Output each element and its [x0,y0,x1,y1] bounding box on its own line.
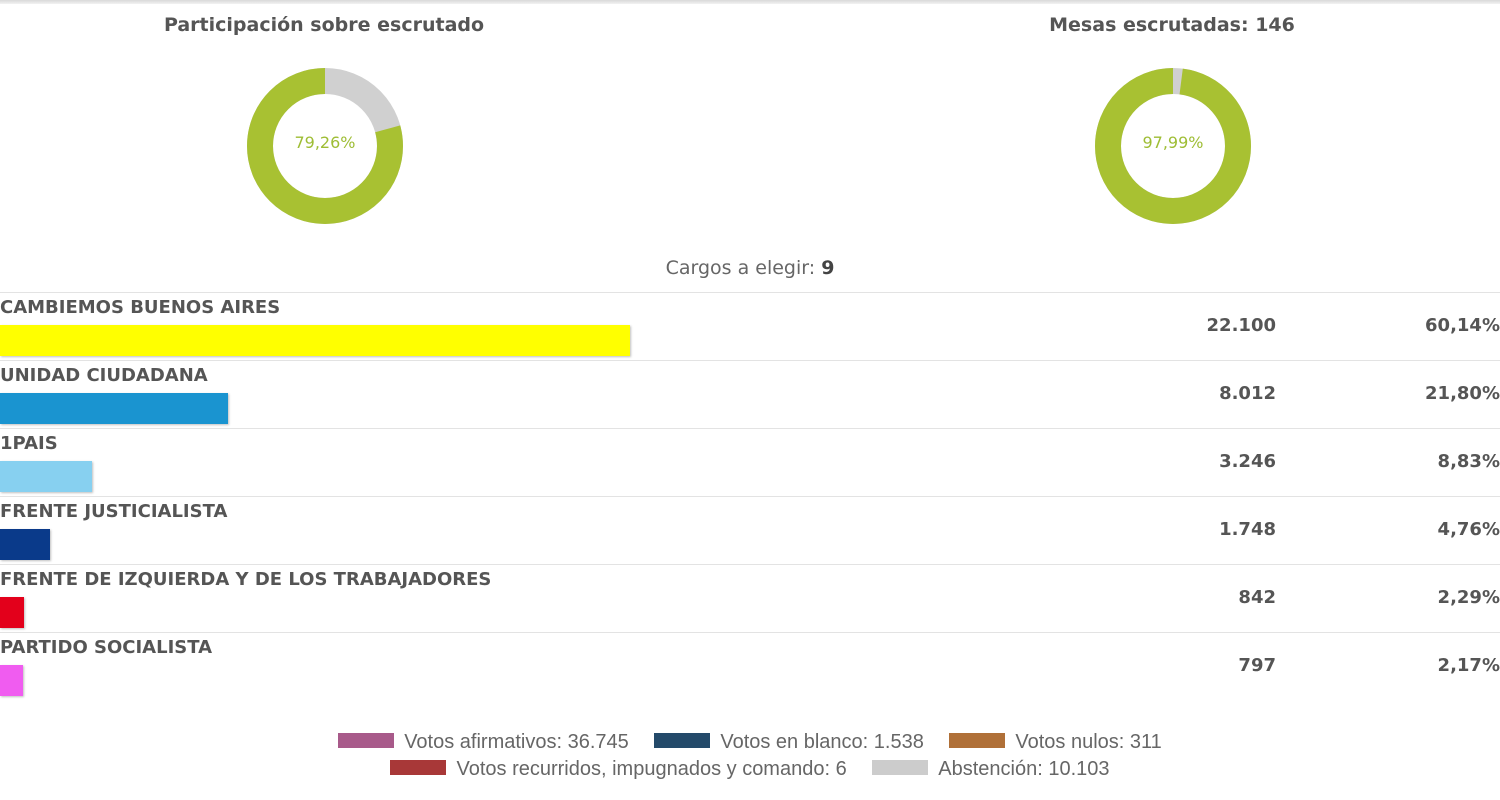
party-percentage: 8,83% [1437,451,1500,472]
party-row: 1PAIS 3.246 8,83% [0,428,1500,496]
party-bar [0,393,229,424]
mesas-value: 97,99% [1142,133,1204,152]
party-row: UNIDAD CIUDADANA 8.012 21,80% [0,360,1500,428]
legend-swatch [390,760,447,776]
participation-value: 79,26% [294,133,356,152]
legend-item-recurridos: Votos recurridos, impugnados y comando: … [390,758,847,781]
party-percentage: 2,29% [1437,587,1500,608]
party-votes: 22.100 [1206,315,1276,336]
legend-swatch [949,733,1006,749]
party-row: CAMBIEMOS BUENOS AIRES 22.100 60,14% [0,292,1500,360]
party-row: PARTIDO SOCIALISTA 797 2,17% [0,632,1500,700]
legend-label: Votos recurridos, impugnados y comando: … [456,758,847,780]
legend-label: Votos nulos: 311 [1015,731,1162,753]
legend-label: Votos afirmativos: 36.745 [404,731,629,753]
party-bar [0,529,50,560]
party-votes: 8.012 [1219,383,1276,404]
party-name: FRENTE JUSTICIALISTA [0,501,228,522]
party-name: FRENTE DE IZQUIERDA Y DE LOS TRABAJADORE… [0,569,492,590]
party-percentage: 2,17% [1437,655,1500,676]
cargos-value: 9 [821,257,835,279]
party-name: PARTIDO SOCIALISTA [0,637,213,658]
top-divider [0,0,1500,4]
cargos-label: Cargos a elegir: [665,257,816,279]
legend-item-blanco: Votos en blanco: 1.538 [654,731,924,754]
legend-label: Abstención: 10.103 [938,758,1110,780]
legend-item-abstencion: Abstención: 10.103 [872,758,1110,781]
legend-swatch [872,760,929,776]
results-list: CAMBIEMOS BUENOS AIRES 22.100 60,14% UNIDAD… [0,292,1500,700]
party-percentage: 21,80% [1425,383,1500,404]
party-row: FRENTE DE IZQUIERDA Y DE LOS TRABAJADORE… [0,564,1500,632]
legend-label: Votos en blanco: 1.538 [720,731,924,753]
mesas-title: Mesas escrutadas: 146 [1049,14,1295,36]
mesas-donut: 97,99% [1093,66,1253,226]
party-votes: 1.748 [1219,519,1276,540]
legend-line-2: Votos recurridos, impugnados y comando: … [0,758,1500,781]
mesas-donut-value [1095,68,1251,224]
legend-line-1: Votos afirmativos: 36.745 Votos en blanc… [0,731,1500,754]
party-name: UNIDAD CIUDADANA [0,365,208,386]
party-votes: 3.246 [1219,451,1276,472]
party-percentage: 60,14% [1425,315,1500,336]
party-votes: 797 [1238,655,1276,676]
party-bar [0,597,24,628]
party-name: 1PAIS [0,433,58,454]
legend-item-nulos: Votos nulos: 311 [949,731,1162,754]
legend-item-afirmativos: Votos afirmativos: 36.745 [338,731,629,754]
participation-donut: 79,26% [245,66,405,226]
party-name: CAMBIEMOS BUENOS AIRES [0,297,281,318]
party-row: FRENTE JUSTICIALISTA 1.748 4,76% [0,496,1500,564]
legend-swatch [654,733,711,749]
participation-donut-value [247,68,403,224]
participation-title: Participación sobre escrutado [163,14,485,36]
party-bar [0,461,93,492]
party-votes: 842 [1238,587,1276,608]
legend-swatch [338,733,395,749]
party-bar [0,665,23,696]
party-bar [0,325,630,356]
party-percentage: 4,76% [1437,519,1500,540]
cargos-a-elegir: Cargos a elegir: 9 [0,257,1500,279]
